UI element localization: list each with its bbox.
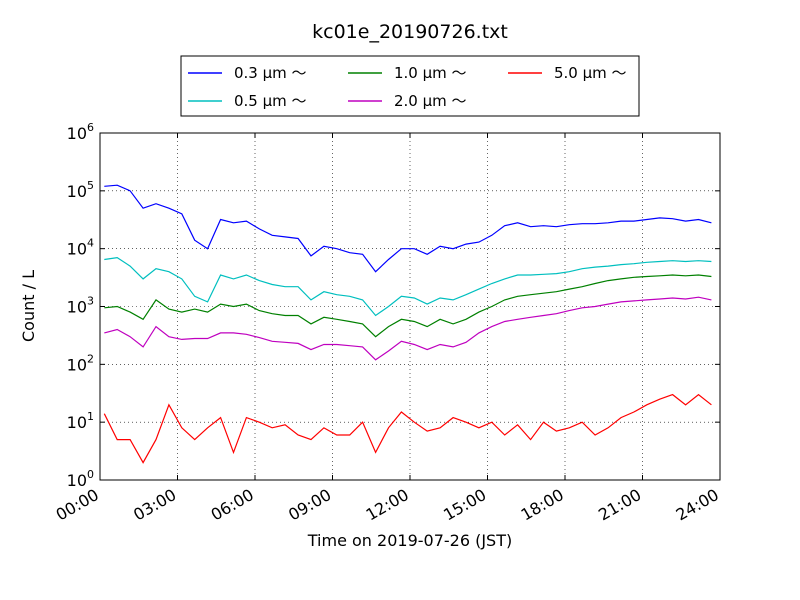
y-tick-base: 10 xyxy=(67,124,87,143)
y-tick-exponent: 0 xyxy=(87,468,94,481)
y-tick-exponent: 6 xyxy=(87,121,94,134)
x-tick-label: 24:00 xyxy=(673,485,722,525)
y-tick-exponent: 1 xyxy=(87,410,94,423)
x-tick-label: 21:00 xyxy=(595,485,644,525)
series-line-3 xyxy=(104,296,712,361)
legend-label: 0.3 μm ～ xyxy=(234,64,307,82)
y-tick-base: 10 xyxy=(67,182,87,201)
series-line-4 xyxy=(103,393,712,464)
x-tick-label: 06:00 xyxy=(208,485,257,525)
x-tick-label: 03:00 xyxy=(130,485,179,525)
legend-label: 5.0 μm ～ xyxy=(554,64,627,82)
x-tick-label: 09:00 xyxy=(285,485,334,525)
series-line-1 xyxy=(104,256,712,317)
grid xyxy=(99,132,721,481)
y-tick-exponent: 3 xyxy=(87,295,94,308)
y-tick-base: 10 xyxy=(67,355,87,374)
y-tick-base: 10 xyxy=(67,240,87,259)
y-tick-exponent: 5 xyxy=(87,179,94,192)
y-tick-exponent: 4 xyxy=(87,237,94,250)
x-tick-label: 15:00 xyxy=(440,485,489,525)
y-tick-exponent: 2 xyxy=(87,352,94,365)
y-tick-base: 10 xyxy=(67,413,87,432)
y-tick-label: 100 xyxy=(67,468,94,490)
y-tick-label: 104 xyxy=(67,237,94,259)
y-tick-label: 102 xyxy=(67,352,94,374)
y-axis-label: Count / L xyxy=(19,270,38,342)
series-line-2 xyxy=(104,274,712,338)
x-tick-label: 18:00 xyxy=(518,485,567,525)
y-tick-label: 105 xyxy=(67,179,94,201)
series-lines xyxy=(103,184,712,464)
x-tick-label: 00:00 xyxy=(53,485,102,525)
x-axis-label: Time on 2019-07-26 (JST) xyxy=(307,531,512,550)
chart-title: kc01e_20190726.txt xyxy=(312,21,508,43)
y-tick-label: 103 xyxy=(67,295,94,317)
legend-label: 1.0 μm ～ xyxy=(394,64,467,82)
y-tick-base: 10 xyxy=(67,298,87,317)
x-axis-ticks: 00:00 03:00 06:00 09:00 12:00 15:00 18:00 21:00… xyxy=(53,133,722,525)
legend-label: 2.0 μm ～ xyxy=(394,92,467,110)
y-tick-label: 106 xyxy=(67,121,94,143)
y-tick-base: 10 xyxy=(67,471,87,490)
legend-label: 0.5 μm ～ xyxy=(234,92,307,110)
series-line-0 xyxy=(104,184,712,273)
legend-box xyxy=(180,55,640,117)
legend: 0.3 μm ～ 1.0 μm ～ 5.0 μm ～ 0.5 μm ～ 2.0 μm ～ xyxy=(180,55,640,117)
y-tick-label: 101 xyxy=(67,410,94,432)
x-tick-label: 12:00 xyxy=(363,485,412,525)
